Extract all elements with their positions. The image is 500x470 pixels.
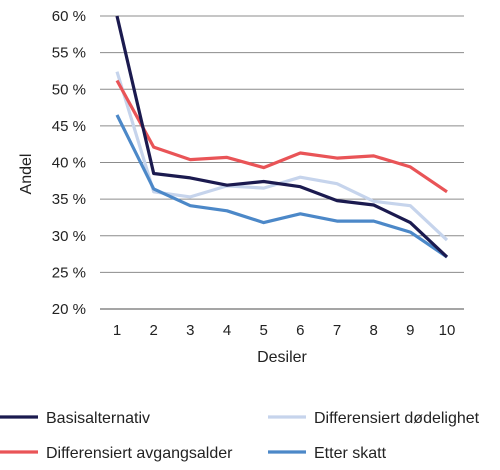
series-line-3 [115,79,448,194]
legend-label: Etter skatt [314,445,387,462]
legend-label: Differensiert avgangsalder [46,445,233,462]
x-tick-label: 10 [439,322,456,339]
y-tick-label: 60 % [52,8,86,25]
gridlines [100,15,464,273]
x-axis-title: Desiler [257,349,307,366]
y-tick-label: 50 % [52,81,86,98]
x-tick-label: 2 [149,322,157,339]
series-lines [115,15,449,259]
x-tick-label: 4 [223,322,231,339]
x-tick-label: 9 [406,322,414,339]
x-tick-label: 3 [186,322,194,339]
legend-label: Differensiert dødelighet [314,410,480,427]
legend-item: Differensiert avgangsalder [0,445,233,462]
legend-item: Etter skatt [268,445,387,462]
y-tick-label: 20 % [52,301,86,318]
legend-item: Differensiert dødelighet [268,410,480,427]
y-tick-label: 40 % [52,155,86,172]
y-tick-label: 30 % [52,228,86,245]
y-tick-label: 45 % [52,118,86,135]
x-tick-label: 1 [113,322,121,339]
y-tick-labels: 20 % 25 % 30 % 35 % 40 % 45 % 50 % 55 % 60 % [52,8,86,318]
legend-label: Basisalternativ [46,410,150,427]
legend: Basisalternativ Differensiert dødelighet D… [0,410,480,462]
series-line-4 [115,114,448,259]
x-tick-labels: 1 2 3 4 5 6 7 8 9 10 [113,322,456,339]
x-tick-label: 5 [259,322,267,339]
series-line-1 [115,15,449,259]
x-tick-label: 6 [296,322,304,339]
y-tick-label: 55 % [52,45,86,62]
y-axis-title: Andel [18,154,35,195]
y-tick-label: 25 % [52,264,86,281]
x-tick-label: 8 [369,322,377,339]
y-tick-label: 35 % [52,191,86,208]
x-tick-label: 7 [333,322,341,339]
legend-item: Basisalternativ [0,410,150,427]
